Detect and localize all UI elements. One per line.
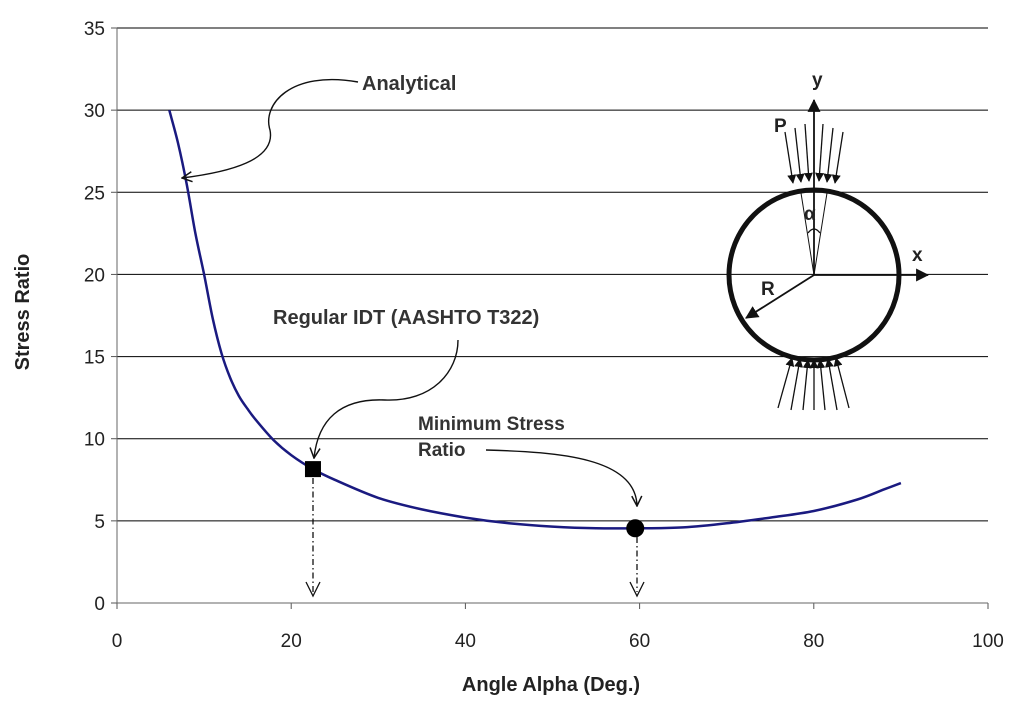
radius-arrow (745, 274, 815, 319)
y-tick-label: 35 (84, 19, 105, 40)
annotation-regular-idt: Regular IDT (AASHTO T322) (273, 307, 539, 329)
top-load-arrows (784, 123, 844, 184)
annotation-analytical: Analytical (362, 73, 456, 95)
load-arrow (790, 358, 804, 411)
x-tick-label: 100 (972, 631, 1004, 652)
load-arrow (802, 359, 812, 411)
load-arrow (824, 358, 838, 411)
y-tick-label: 15 (84, 348, 105, 369)
bottom-load-arrows (777, 357, 850, 411)
load-arrow (816, 359, 826, 411)
drop-arrow-minimum (629, 581, 645, 598)
alpha-right-ray (813, 192, 828, 276)
y-tick-label: 0 (94, 594, 105, 615)
diagram-label-r: R (761, 279, 775, 300)
point-regular-idt (304, 461, 321, 478)
highlight-points (304, 461, 645, 538)
load-arrow (777, 357, 795, 409)
y-tick-label: 25 (84, 183, 105, 204)
x-tick-label: 40 (455, 631, 476, 652)
diagram-label-x: x (912, 245, 923, 266)
drop-arrow-regular (305, 581, 321, 598)
x-axis-title: Angle Alpha (Deg.) (462, 674, 640, 696)
x-tick-label: 0 (112, 631, 123, 652)
x-tick-label: 20 (281, 631, 302, 652)
alpha-left-ray (800, 192, 815, 276)
x-tick-label: 60 (629, 631, 650, 652)
annotation-minimum-arrow (485, 449, 637, 506)
specimen-diagram: y x P α R (726, 70, 930, 411)
y-axis-title: Stress Ratio (12, 254, 34, 371)
load-arrow (815, 123, 825, 182)
load-arrow (823, 127, 834, 183)
load-arrow (794, 127, 805, 183)
series-layer (168, 109, 902, 530)
y-tick-label: 5 (94, 512, 105, 533)
load-arrow (831, 131, 844, 184)
grid-lines (117, 27, 988, 522)
y-tick-label: 30 (84, 101, 105, 122)
annotation-analytical-arrow (182, 78, 359, 178)
annotation-regular-arrow (314, 339, 459, 458)
annotation-minimum-line1: Minimum Stress (418, 414, 565, 435)
axes (111, 27, 989, 609)
y-tick-label: 20 (84, 265, 105, 286)
load-arrow (833, 357, 850, 409)
point-minimum-stress (626, 519, 645, 538)
diagram-label-y: y (812, 70, 823, 91)
load-arrow (784, 131, 797, 184)
alpha-arc (807, 228, 821, 234)
annotation-minimum-line2: Ratio (418, 440, 466, 461)
tick-labels: 0 5 10 15 20 25 30 35 0 20 40 60 80 100 (84, 19, 1004, 652)
y-tick-label: 10 (84, 430, 105, 451)
x-tick-label: 80 (803, 631, 824, 652)
diagram-label-p: P (774, 116, 787, 137)
load-arrow (803, 123, 813, 182)
diagram-label-alpha: α (804, 204, 816, 225)
series-line-0 (168, 109, 902, 530)
